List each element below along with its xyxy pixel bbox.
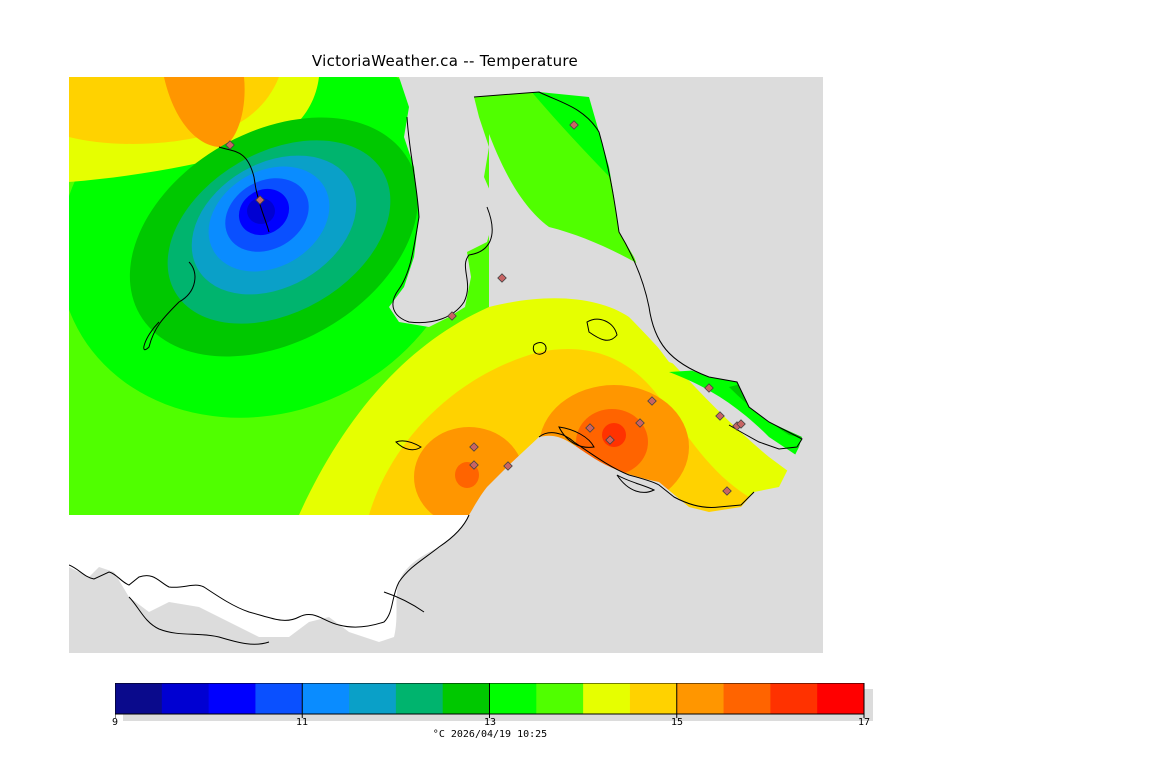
colorbar-cell	[770, 683, 818, 714]
station-marker	[635, 418, 645, 428]
colorbar-cell	[536, 683, 584, 714]
station-marker	[469, 442, 479, 452]
colorbar-cell	[629, 683, 678, 714]
station-marker	[225, 140, 235, 150]
station-marker	[255, 195, 265, 205]
colorbar-cell	[676, 683, 725, 714]
station-marker	[497, 273, 507, 283]
colorbar-cell	[208, 683, 256, 714]
colorbar-cell	[583, 683, 631, 714]
colorbar-ticks	[115, 683, 865, 718]
station-marker	[605, 435, 615, 445]
colorbar-cell	[817, 683, 865, 714]
colorbar-tick-label: 11	[295, 717, 309, 728]
colorbar-cell	[723, 683, 771, 714]
map-title: VictoriaWeather.ca -- Temperature	[311, 52, 579, 70]
station-marker	[447, 311, 457, 321]
station-markers	[225, 120, 746, 496]
station-marker	[715, 411, 725, 421]
colorbar-tick-label: 13	[483, 717, 497, 728]
temperature-map	[69, 77, 823, 653]
colorbar-cell	[489, 683, 537, 714]
land-mask-east	[69, 77, 823, 653]
colorbar-cell	[442, 683, 490, 714]
colorbar-cell	[115, 683, 163, 714]
colorbar-cell	[161, 683, 210, 714]
colorbar	[115, 683, 875, 743]
station-marker	[569, 120, 579, 130]
station-marker	[585, 423, 595, 433]
colorbar-tick-label: 15	[670, 717, 684, 728]
station-marker	[503, 461, 513, 471]
colorbar-tick-label: 9	[111, 717, 119, 728]
colorbar-cells	[115, 683, 865, 714]
station-marker	[647, 396, 657, 406]
station-marker	[722, 486, 732, 496]
coastlines	[69, 91, 803, 645]
station-marker	[736, 419, 746, 429]
colorbar-tick-label: 17	[857, 717, 871, 728]
no-data-region	[69, 515, 469, 642]
station-marker	[469, 460, 479, 470]
unit-and-timestamp: °C 2026/04/19 10:25	[432, 729, 548, 740]
colorbar-cell	[349, 683, 397, 714]
station-marker	[704, 383, 714, 393]
colorbar-cell	[255, 683, 303, 714]
colorbar-cell	[302, 683, 350, 714]
colorbar-cell	[395, 683, 444, 714]
